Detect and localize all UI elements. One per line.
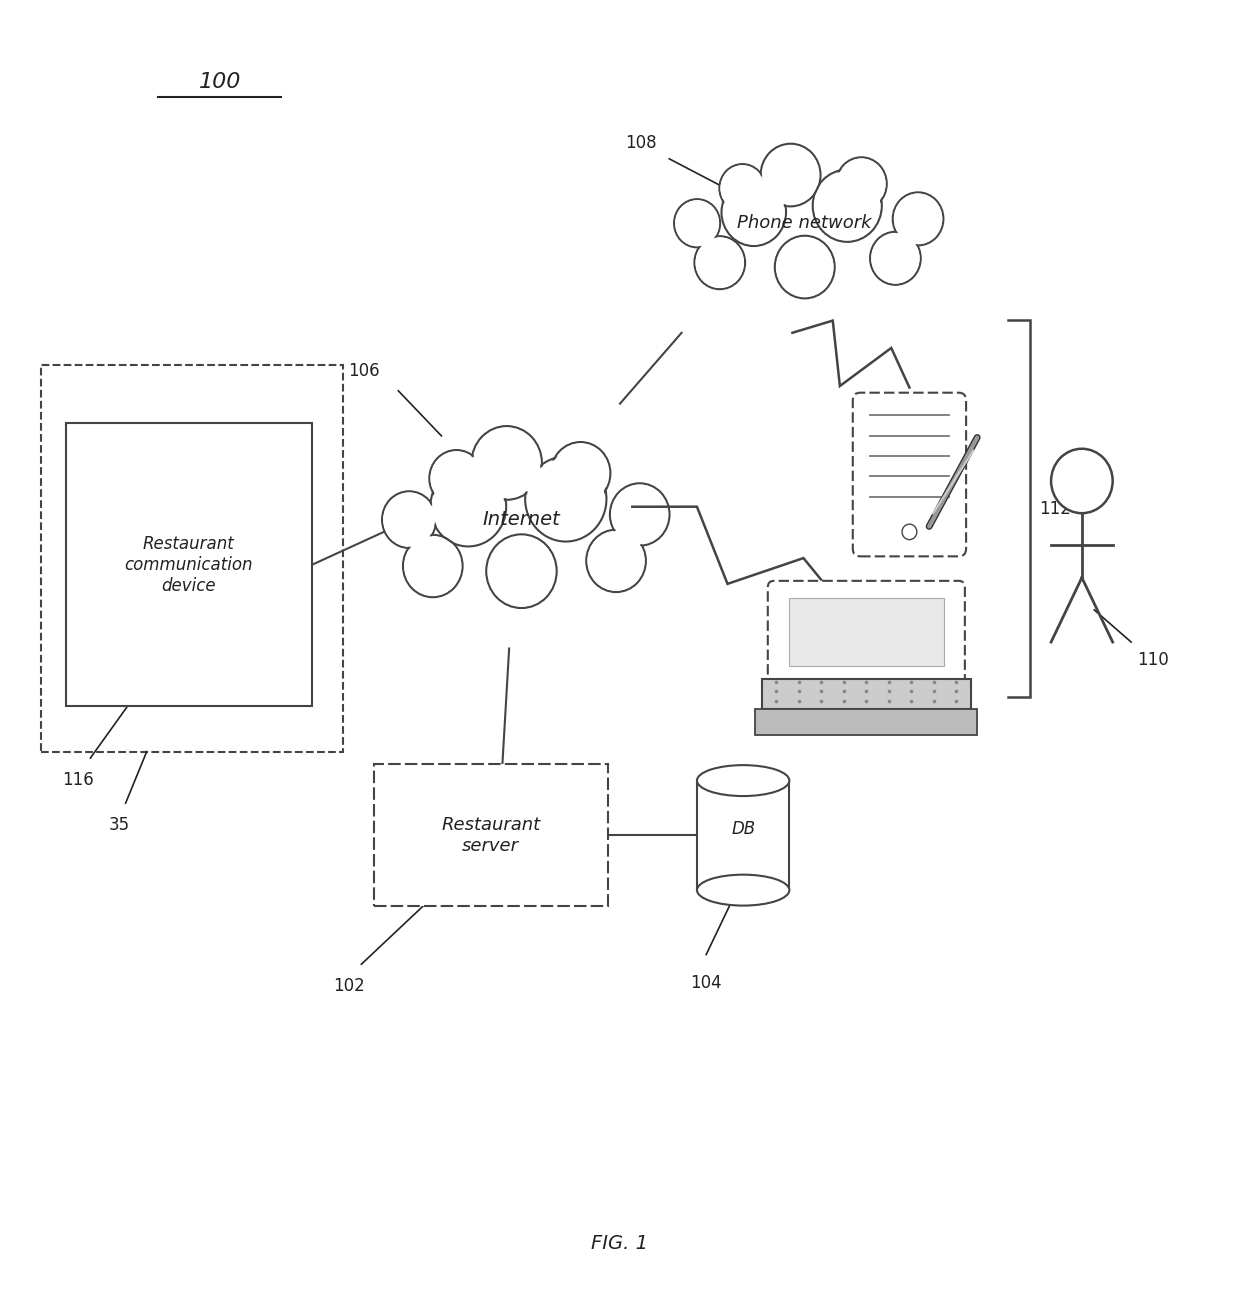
Circle shape <box>763 145 820 205</box>
Text: 102: 102 <box>334 977 365 995</box>
Circle shape <box>471 427 542 499</box>
Circle shape <box>474 428 541 498</box>
Bar <box>755 708 977 735</box>
Bar <box>66 423 312 707</box>
Text: 110: 110 <box>1137 651 1169 669</box>
Circle shape <box>722 179 786 246</box>
Bar <box>761 680 971 708</box>
Circle shape <box>404 536 461 595</box>
Circle shape <box>836 157 887 210</box>
Circle shape <box>719 165 765 213</box>
Circle shape <box>382 492 436 549</box>
Circle shape <box>552 444 609 503</box>
Circle shape <box>383 493 435 547</box>
Text: 35: 35 <box>109 816 130 834</box>
Text: 112: 112 <box>1039 499 1070 518</box>
Circle shape <box>675 200 720 248</box>
Circle shape <box>610 484 670 546</box>
Bar <box>373 764 608 907</box>
Text: 116: 116 <box>62 770 94 789</box>
FancyBboxPatch shape <box>853 393 966 556</box>
Text: Internet: Internet <box>482 510 560 529</box>
Circle shape <box>403 534 463 597</box>
Ellipse shape <box>697 874 790 905</box>
Circle shape <box>487 536 556 607</box>
Circle shape <box>837 158 885 209</box>
Circle shape <box>1052 449 1112 514</box>
Circle shape <box>527 458 605 540</box>
Circle shape <box>675 200 719 246</box>
Circle shape <box>893 192 944 245</box>
Circle shape <box>776 237 833 297</box>
Bar <box>41 364 343 751</box>
Text: Restaurant
communication
device: Restaurant communication device <box>125 534 253 594</box>
Text: 104: 104 <box>691 974 722 992</box>
Circle shape <box>760 144 821 206</box>
Ellipse shape <box>697 765 790 796</box>
Text: 106: 106 <box>348 362 379 380</box>
Circle shape <box>812 170 882 241</box>
Text: 108: 108 <box>625 135 657 152</box>
Circle shape <box>775 236 835 298</box>
Circle shape <box>551 442 610 505</box>
Circle shape <box>430 451 482 506</box>
Text: FIG. 1: FIG. 1 <box>591 1235 649 1253</box>
FancyBboxPatch shape <box>768 581 965 686</box>
Circle shape <box>611 485 668 545</box>
Circle shape <box>694 236 745 289</box>
Circle shape <box>696 237 744 288</box>
Circle shape <box>894 193 942 244</box>
Text: DB: DB <box>732 820 755 838</box>
Text: Restaurant
server: Restaurant server <box>441 816 541 855</box>
Text: Phone network: Phone network <box>738 214 872 232</box>
Circle shape <box>526 457 606 542</box>
Circle shape <box>720 165 764 211</box>
Circle shape <box>432 468 505 545</box>
Circle shape <box>486 534 557 608</box>
Circle shape <box>723 180 785 245</box>
Circle shape <box>430 467 506 546</box>
Bar <box>697 781 790 890</box>
Circle shape <box>870 232 921 285</box>
Text: 100: 100 <box>198 71 241 92</box>
Bar <box>789 598 944 667</box>
Circle shape <box>587 529 646 591</box>
Circle shape <box>588 530 645 590</box>
Circle shape <box>429 450 484 507</box>
Circle shape <box>872 233 920 284</box>
Circle shape <box>815 171 880 240</box>
